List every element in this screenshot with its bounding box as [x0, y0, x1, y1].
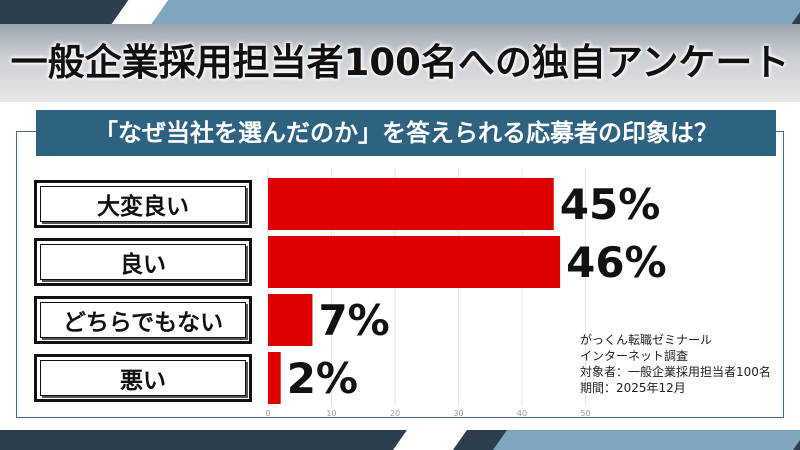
category-label-box: 良い [34, 238, 252, 286]
category-label-box: 大変良い [34, 180, 252, 228]
x-tick-label: 20 [390, 409, 400, 418]
note-line: 対象者：一般企業採用担当者100名 [580, 365, 771, 379]
category-label: 良い [40, 244, 246, 280]
category-label: 大変良い [40, 186, 246, 222]
decor-stripe [492, 430, 800, 450]
bar [268, 352, 281, 404]
bar [268, 236, 561, 288]
data-label: 2% [287, 354, 358, 403]
top-decor-band [0, 0, 800, 24]
question-header: 「なぜ当社を選んだのか」を答えられる応募者の印象は？ [36, 110, 776, 156]
background-photo-strip [0, 24, 800, 102]
category-label: 悪い [40, 360, 246, 396]
x-tick-label: 30 [453, 409, 463, 418]
survey-note: がっくん転職ゼミナール インターネット調査 対象者：一般企業採用担当者100名 … [580, 332, 771, 396]
bar [268, 294, 313, 346]
bar [268, 178, 554, 230]
x-tick-label: 0 [265, 409, 270, 418]
data-label: 7% [318, 296, 389, 345]
category-label-box: 悪い [34, 354, 252, 402]
data-label: 46% [566, 238, 667, 287]
category-label-box: どちらでもない [34, 296, 252, 344]
note-line: がっくん転職ゼミナール [580, 333, 713, 347]
note-line: 期間：2025年12月 [580, 381, 686, 395]
x-tick-label: 50 [580, 409, 590, 418]
category-label: どちらでもない [40, 302, 246, 338]
x-tick-label: 40 [517, 409, 527, 418]
data-label: 45% [560, 180, 661, 229]
bottom-decor-band [0, 430, 800, 450]
x-tick-label: 10 [326, 409, 336, 418]
note-line: インターネット調査 [580, 349, 689, 363]
